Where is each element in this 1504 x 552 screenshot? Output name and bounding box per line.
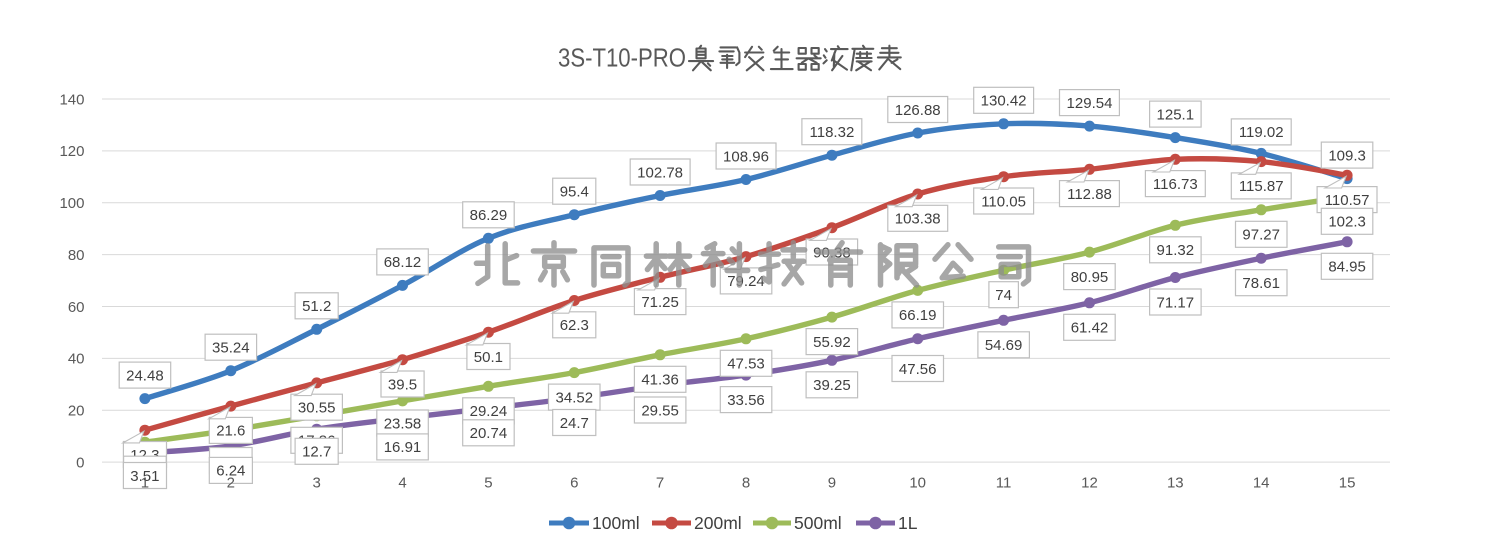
svg-text:61.42: 61.42 [1071,320,1109,337]
svg-text:21.6: 21.6 [216,423,245,440]
svg-text:50.1: 50.1 [474,349,503,366]
svg-text:12: 12 [1081,475,1098,492]
svg-text:6.24: 6.24 [216,463,245,480]
svg-text:200ml: 200ml [694,513,742,533]
svg-text:80: 80 [68,247,85,264]
svg-text:100: 100 [59,195,84,212]
svg-text:108.96: 108.96 [723,148,769,165]
svg-text:125.1: 125.1 [1157,106,1195,123]
svg-text:23.58: 23.58 [384,415,422,432]
svg-text:115.87: 115.87 [1239,178,1284,195]
svg-text:86.29: 86.29 [470,207,508,224]
svg-text:102.78: 102.78 [637,164,683,181]
svg-text:80.95: 80.95 [1071,269,1109,286]
svg-text:54.69: 54.69 [985,337,1023,354]
svg-text:62.3: 62.3 [560,317,589,334]
svg-text:60: 60 [68,299,85,316]
svg-text:130.42: 130.42 [981,93,1027,110]
svg-text:103.38: 103.38 [895,211,941,228]
svg-text:20: 20 [68,403,85,420]
svg-text:116.73: 116.73 [1153,176,1198,193]
svg-text:110.57: 110.57 [1325,192,1370,209]
svg-text:6: 6 [570,475,578,492]
svg-text:95.4: 95.4 [560,184,589,201]
svg-text:91.32: 91.32 [1157,242,1195,259]
svg-text:15: 15 [1339,475,1356,492]
svg-text:3.51: 3.51 [130,468,159,485]
svg-text:140: 140 [59,91,84,108]
svg-text:71.17: 71.17 [1157,294,1195,311]
svg-text:29.24: 29.24 [470,403,508,420]
svg-text:74: 74 [995,287,1012,304]
svg-text:11: 11 [996,475,1012,492]
svg-text:16.91: 16.91 [384,439,422,456]
svg-text:126.88: 126.88 [895,102,941,119]
svg-text:68.12: 68.12 [384,254,422,271]
svg-text:39.5: 39.5 [388,376,417,393]
svg-text:47.53: 47.53 [727,356,765,373]
svg-text:119.02: 119.02 [1239,124,1284,141]
svg-text:79.24: 79.24 [727,273,765,290]
svg-text:100ml: 100ml [592,513,640,533]
svg-text:7: 7 [656,475,664,492]
svg-text:84.95: 84.95 [1328,259,1366,276]
svg-text:110.05: 110.05 [981,193,1026,210]
svg-text:78.61: 78.61 [1242,275,1280,292]
svg-text:9: 9 [828,475,836,492]
svg-text:35.24: 35.24 [212,340,250,357]
svg-text:4: 4 [398,475,406,492]
svg-text:24.7: 24.7 [560,415,589,432]
svg-text:118.32: 118.32 [810,124,855,141]
svg-text:71.25: 71.25 [641,294,679,311]
svg-text:39.25: 39.25 [813,377,851,394]
svg-text:112.88: 112.88 [1067,186,1112,203]
svg-text:20.74: 20.74 [470,425,508,442]
svg-text:2: 2 [227,475,235,492]
svg-text:0: 0 [76,454,84,471]
svg-text:97.27: 97.27 [1242,227,1280,244]
svg-text:8: 8 [742,475,750,492]
svg-text:1L: 1L [898,513,918,533]
svg-text:500ml: 500ml [794,513,842,533]
svg-text:30.55: 30.55 [298,400,336,417]
svg-text:24.48: 24.48 [126,367,164,384]
svg-text:1: 1 [141,475,149,492]
svg-text:129.54: 129.54 [1067,95,1113,112]
svg-text:5: 5 [484,475,492,492]
svg-text:66.19: 66.19 [899,307,937,324]
svg-text:41.36: 41.36 [641,372,679,389]
svg-text:33.56: 33.56 [727,392,765,409]
svg-text:3S-T10-PRO: 3S-T10-PRO [558,43,686,73]
svg-text:109.3: 109.3 [1328,147,1366,164]
svg-text:51.2: 51.2 [302,298,331,315]
svg-text:13: 13 [1167,475,1184,492]
svg-text:14: 14 [1253,475,1270,492]
svg-text:34.52: 34.52 [556,389,594,406]
svg-text:10: 10 [909,475,926,492]
svg-text:120: 120 [59,143,84,160]
svg-text:47.56: 47.56 [899,361,937,378]
svg-text:102.3: 102.3 [1328,214,1366,231]
svg-text:40: 40 [68,351,85,368]
svg-text:3: 3 [313,475,321,492]
svg-text:12.7: 12.7 [302,444,331,461]
svg-text:55.92: 55.92 [813,334,851,351]
svg-text:29.55: 29.55 [641,402,679,419]
